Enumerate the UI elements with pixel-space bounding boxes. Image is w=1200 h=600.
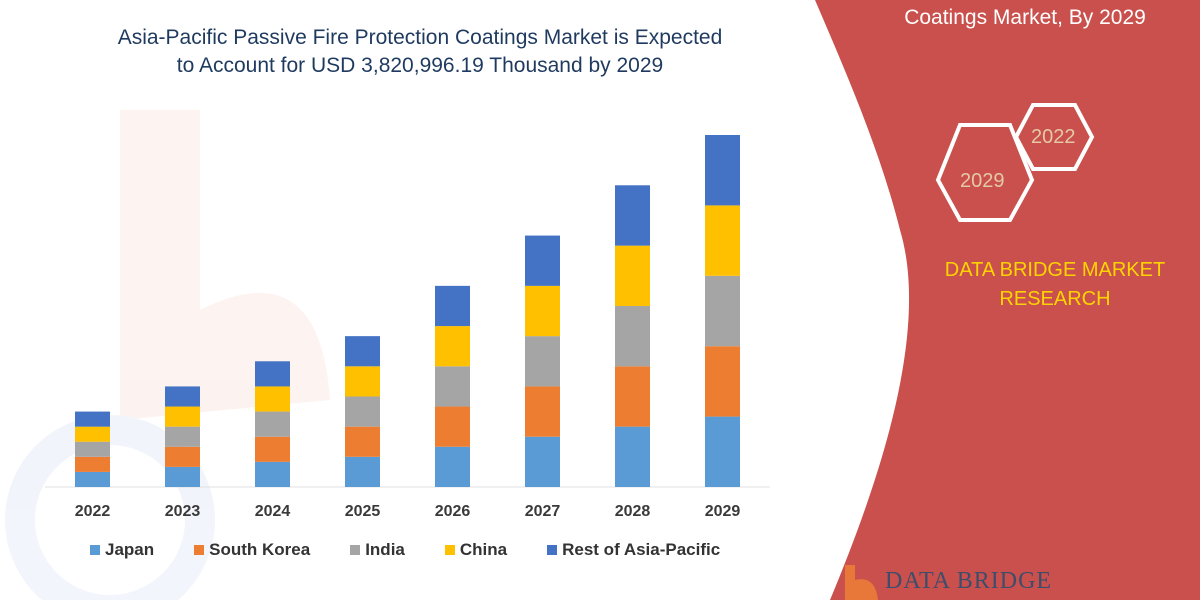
bar-2027-south-korea: [525, 386, 560, 437]
bar-2023-china: [165, 406, 200, 427]
bar-2027-japan: [525, 436, 560, 487]
red-side-panel: [815, 0, 1200, 600]
legend-swatch: [194, 545, 205, 555]
hexagon-2029: [935, 123, 1035, 222]
bars: [75, 135, 740, 487]
legend-label: Rest of Asia-Pacific: [562, 540, 721, 559]
bar-2024-china: [255, 386, 290, 412]
legend-label: China: [459, 540, 508, 559]
legend-label: South Korea: [209, 540, 311, 559]
legend-swatch: [90, 545, 100, 555]
bar-2023-india: [165, 426, 200, 447]
legend-item: South Korea: [194, 540, 310, 560]
x-tick-label: 2029: [704, 503, 741, 520]
bar-2027-china: [525, 285, 560, 337]
bar-2025-india: [345, 396, 380, 427]
logo-text: DATA BRIDGE: [885, 568, 1053, 594]
bar-2026-south-korea: [435, 406, 470, 447]
x-tick-label: 2025: [344, 503, 381, 520]
bar-2025-china: [345, 366, 380, 397]
legend: Japan South Korea India China Rest of Asia-P…: [90, 540, 760, 560]
title-line-2: to Account for USD 3,820,996.19 Thousand…: [176, 54, 664, 77]
bar-2029-india: [705, 275, 740, 347]
legend-item: India: [350, 540, 405, 560]
bar-2028-india: [615, 305, 650, 367]
bar-2024-south-korea: [255, 436, 290, 462]
bar-2023-rest-of-asia-pacific: [165, 386, 200, 407]
bar-2028-japan: [615, 426, 650, 487]
bar-2022-china: [75, 426, 110, 442]
bar-2024-japan: [255, 461, 290, 487]
bar-2025-south-korea: [345, 426, 380, 457]
bar-2024-india: [255, 411, 290, 437]
x-tick-label: 2026: [434, 503, 471, 520]
legend-swatch: [350, 545, 361, 555]
legend-label: Japan: [105, 540, 155, 559]
legend-item: Rest of Asia-Pacific: [547, 540, 720, 560]
bar-2026-india: [435, 366, 470, 407]
bar-2022-rest-of-asia-pacific: [75, 411, 110, 427]
brand-line-1: DATA BRIDGE MARKET: [944, 259, 1166, 281]
watermark-logo: [5, 110, 330, 600]
bar-2025-rest-of-asia-pacific: [345, 336, 380, 367]
bar-2027-india: [525, 336, 560, 387]
brand-line-2: RESEARCH: [999, 288, 1111, 310]
side-panel-title: Coatings Market, By 2029: [904, 6, 1146, 29]
bar-2026-rest-of-asia-pacific: [435, 285, 470, 327]
bar-2022-south-korea: [75, 456, 110, 472]
bar-2025-japan: [345, 456, 380, 487]
bar-2026-japan: [435, 446, 470, 487]
bar-2028-china: [615, 245, 650, 306]
legend-swatch: [444, 545, 455, 555]
bar-2023-japan: [165, 466, 200, 487]
legend-item: Japan: [90, 540, 154, 560]
chart-title: Asia-Pacific Passive Fire Protection Coa…: [60, 24, 780, 80]
legend-item: China: [444, 540, 508, 560]
bar-2028-south-korea: [615, 366, 650, 427]
legend-swatch: [547, 545, 558, 555]
hex-year-2029: 2029: [960, 170, 1005, 192]
bar-2022-japan: [75, 471, 110, 487]
x-tick-label: 2023: [164, 503, 201, 520]
x-tick-label: 2027: [524, 503, 561, 520]
bar-2029-china: [705, 205, 740, 276]
bar-2029-japan: [705, 416, 740, 487]
x-tick-label: 2028: [614, 503, 651, 520]
x-tick-label: 2024: [254, 503, 291, 520]
bar-2029-south-korea: [705, 346, 740, 417]
brand-text: DATA BRIDGE MARKET RESEARCH: [920, 256, 1190, 314]
logo-icon: [845, 565, 878, 600]
hex-year-2022: 2022: [1031, 126, 1076, 148]
bar-2024-rest-of-asia-pacific: [255, 361, 290, 387]
title-line-1: Asia-Pacific Passive Fire Protection Coa…: [117, 26, 723, 49]
bar-2026-china: [435, 326, 470, 367]
legend-label: India: [365, 540, 405, 559]
x-tick-label: 2022: [74, 503, 111, 520]
bar-2028-rest-of-asia-pacific: [615, 185, 650, 246]
bar-2022-india: [75, 441, 110, 457]
bar-2027-rest-of-asia-pacific: [525, 235, 560, 286]
bar-2023-south-korea: [165, 446, 200, 467]
bar-2029-rest-of-asia-pacific: [705, 135, 740, 206]
